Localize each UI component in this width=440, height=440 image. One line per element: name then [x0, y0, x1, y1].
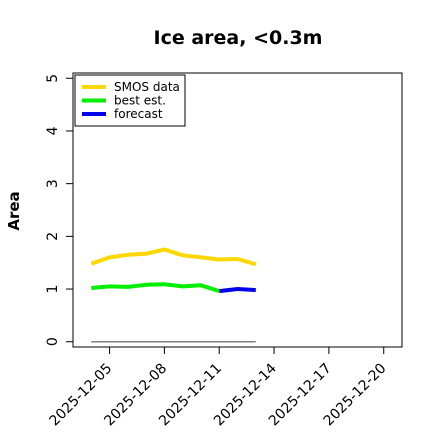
legend-label-smos-data: SMOS data: [114, 80, 180, 94]
y-tick-label: 3: [45, 179, 61, 188]
y-tick-label: 4: [45, 126, 61, 135]
series-line-best-est: [91, 282, 220, 294]
y-axis: 0 1 2 3 4 5: [45, 74, 73, 346]
legend-label-best-est: best est.: [114, 94, 166, 108]
series-line-forecast: [218, 287, 256, 294]
y-tick-label: 2: [45, 232, 61, 241]
y-tick-label: 5: [45, 74, 61, 83]
series-group: [90, 247, 257, 343]
series-line-smos-data: [90, 247, 257, 267]
chart-title: Ice area, <0.3m: [154, 27, 323, 49]
y-axis-label: Area: [5, 191, 23, 230]
y-tick-label: 0: [45, 337, 61, 346]
legend-label-forecast: forecast: [114, 107, 163, 121]
y-tick-label: 1: [45, 285, 61, 294]
x-axis: 2025-12-052025-12-082025-12-112025-12-14…: [47, 347, 390, 429]
plot-frame: [72, 72, 403, 348]
